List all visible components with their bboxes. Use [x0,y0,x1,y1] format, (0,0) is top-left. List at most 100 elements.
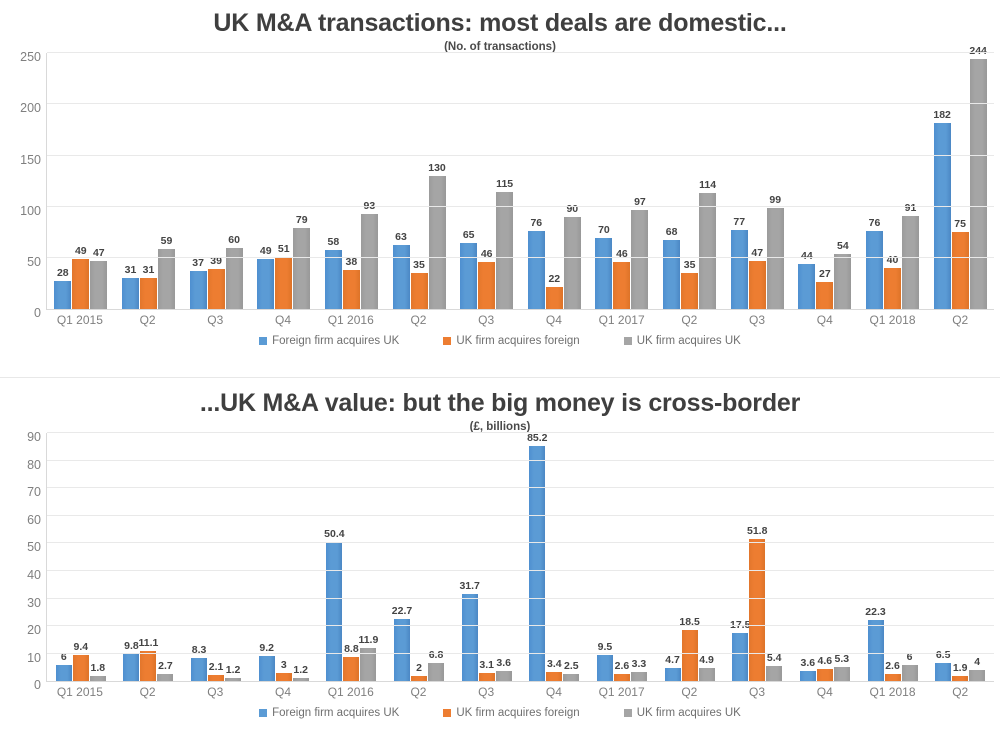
bar-uk-firm-acquires-foreign[interactable]: 35 [681,259,699,310]
bar-uk-firm-acquires-uk[interactable]: 90 [563,203,581,310]
bar-foreign-firm-acquires-uk[interactable]: 58 [324,236,342,310]
y-axis-tick-top: 50 [27,255,41,270]
bar-uk-firm-acquires-uk[interactable]: 3.6 [495,657,512,682]
bar-uk-firm-acquires-uk[interactable]: 3.3 [630,658,647,682]
legend-item[interactable]: UK firm acquires UK [623,335,741,347]
legend-item[interactable]: UK firm acquires foreign [443,707,580,719]
bar-foreign-firm-acquires-uk[interactable]: 70 [595,224,613,310]
bar-uk-firm-acquires-foreign[interactable]: 8.8 [343,643,360,682]
bar-uk-firm-acquires-uk[interactable]: 4.9 [698,654,715,682]
bar-value-label: 22 [548,272,561,285]
bar-foreign-firm-acquires-uk[interactable]: 44 [798,250,816,310]
bar-uk-firm-acquires-foreign[interactable]: 46 [613,248,631,310]
x-axis-tick: Q4 [816,685,833,700]
bar-uk-firm-acquires-foreign[interactable]: 46 [478,248,496,310]
bar-foreign-firm-acquires-uk[interactable]: 31.7 [459,580,480,682]
bar-uk-firm-acquires-uk[interactable]: 1.8 [89,662,106,682]
bar-uk-firm-acquires-uk[interactable]: 4 [969,656,986,682]
bar-uk-firm-acquires-foreign[interactable]: 18.5 [679,616,700,682]
bar-uk-firm-acquires-foreign[interactable]: 3.4 [546,658,563,682]
bar-foreign-firm-acquires-uk[interactable]: 31 [121,264,139,310]
bar-uk-firm-acquires-foreign[interactable]: 40 [884,254,901,310]
bar-foreign-firm-acquires-uk[interactable]: 63 [392,231,410,310]
bar-foreign-firm-acquires-uk[interactable]: 8.3 [191,644,208,682]
bar-uk-firm-acquires-foreign[interactable]: 4.6 [816,655,833,682]
bar-foreign-firm-acquires-uk[interactable]: 50.4 [324,528,345,682]
bar-foreign-firm-acquires-uk[interactable]: 37 [189,257,207,310]
bar-foreign-firm-acquires-uk[interactable]: 3.6 [799,657,816,682]
legend-item[interactable]: Foreign firm acquires UK [259,335,399,347]
bar-uk-firm-acquires-uk[interactable]: 91 [902,202,919,310]
legend-swatch-icon [623,337,632,346]
bar-uk-firm-acquires-uk[interactable]: 6 [901,651,918,682]
bar-uk-firm-acquires-uk[interactable]: 54 [834,240,852,310]
bar-uk-firm-acquires-uk[interactable]: 6.8 [428,649,445,682]
bar-uk-firm-acquires-uk[interactable]: 1.2 [225,664,242,682]
bar-uk-firm-acquires-foreign[interactable]: 2.6 [884,660,901,682]
bar-uk-firm-acquires-foreign[interactable]: 9.4 [72,641,89,682]
bar-group: 9.2 3 1.2 [250,433,318,682]
bar-uk-firm-acquires-uk[interactable]: 1.2 [292,664,309,682]
bar-value-label: 6 [906,650,913,663]
bar-uk-firm-acquires-foreign[interactable]: 1.9 [952,662,969,682]
bar-uk-firm-acquires-uk[interactable]: 79 [293,214,311,310]
bar-foreign-firm-acquires-uk[interactable]: 65 [460,229,478,310]
bar-uk-firm-acquires-foreign[interactable]: 2 [411,662,428,682]
bar-uk-firm-acquires-uk[interactable]: 2.5 [563,660,580,682]
bar-foreign-firm-acquires-uk[interactable]: 77 [730,216,748,310]
bar-uk-firm-acquires-uk[interactable]: 99 [766,194,784,310]
bar-foreign-firm-acquires-uk[interactable]: 49 [257,245,275,310]
bar-foreign-firm-acquires-uk[interactable]: 9.2 [258,642,275,682]
bar-uk-firm-acquires-foreign[interactable]: 3 [275,659,292,682]
bar-uk-firm-acquires-foreign[interactable]: 51 [275,243,293,310]
bar-uk-firm-acquires-uk[interactable]: 2.7 [157,660,174,682]
bar-uk-firm-acquires-foreign[interactable]: 38 [342,256,360,310]
gridline [47,52,994,54]
bar-foreign-firm-acquires-uk[interactable]: 22.3 [865,606,886,682]
bar-uk-firm-acquires-uk[interactable]: 97 [631,196,649,310]
bar-uk-firm-acquires-foreign[interactable]: 11.1 [139,637,158,682]
bar-uk-firm-acquires-foreign[interactable]: 39 [207,255,225,310]
bar-uk-firm-acquires-uk[interactable]: 93 [360,200,378,310]
bar-uk-firm-acquires-uk[interactable]: 11.9 [358,634,378,682]
bar-uk-firm-acquires-foreign[interactable]: 49 [72,245,90,310]
bar-uk-firm-acquires-foreign[interactable]: 22 [545,273,563,310]
bar-foreign-firm-acquires-uk[interactable]: 28 [54,267,72,310]
bar-foreign-firm-acquires-uk[interactable]: 85.2 [527,432,548,682]
bar-value-label: 2.6 [885,660,900,673]
bar-uk-firm-acquires-foreign[interactable]: 3.1 [478,659,495,682]
bar-uk-firm-acquires-uk[interactable]: 244 [969,45,987,310]
bar-uk-firm-acquires-uk[interactable]: 47 [90,247,108,310]
bar-uk-firm-acquires-uk[interactable]: 114 [699,179,717,310]
bar-uk-firm-acquires-foreign[interactable]: 27 [816,268,834,310]
bar-uk-firm-acquires-foreign[interactable]: 75 [951,218,969,310]
legend-label: UK firm acquires foreign [456,335,580,348]
bar-foreign-firm-acquires-uk[interactable]: 17.5 [730,619,750,682]
bar-foreign-firm-acquires-uk[interactable]: 22.7 [392,605,412,682]
bar-uk-firm-acquires-foreign[interactable]: 35 [410,259,428,310]
bar-foreign-firm-acquires-uk[interactable]: 6 [55,651,72,682]
bar-uk-firm-acquires-foreign[interactable]: 2.1 [208,661,225,682]
legend-item[interactable]: Foreign firm acquires UK [259,707,399,719]
bar-uk-firm-acquires-foreign[interactable]: 31 [139,264,157,310]
legend-item[interactable]: UK firm acquires foreign [443,335,580,348]
bar-foreign-firm-acquires-uk[interactable]: 76 [866,217,883,310]
bar-foreign-firm-acquires-uk[interactable]: 9.8 [123,640,140,682]
bar-uk-firm-acquires-uk[interactable]: 60 [225,234,243,310]
bar-uk-firm-acquires-foreign[interactable]: 47 [748,247,766,310]
legend-item[interactable]: UK firm acquires UK [623,707,741,719]
bar-foreign-firm-acquires-uk[interactable]: 6.5 [935,649,952,682]
bar-foreign-firm-acquires-uk[interactable]: 68 [663,226,681,310]
bar-uk-firm-acquires-foreign[interactable]: 51.8 [747,525,767,682]
bar-foreign-firm-acquires-uk[interactable]: 4.7 [664,654,681,682]
bar-uk-firm-acquires-uk[interactable]: 59 [157,235,175,310]
bar-uk-firm-acquires-uk[interactable]: 5.3 [833,653,850,682]
bar-uk-firm-acquires-uk[interactable]: 115 [496,178,514,310]
bar-foreign-firm-acquires-uk[interactable]: 9.5 [596,641,613,682]
bar-foreign-firm-acquires-uk[interactable]: 76 [527,217,545,310]
bar-uk-firm-acquires-foreign[interactable]: 2.6 [613,660,630,682]
bar-uk-firm-acquires-uk[interactable]: 130 [428,162,446,310]
gridline [47,103,994,105]
bar-uk-firm-acquires-uk[interactable]: 5.4 [766,652,783,682]
bar-foreign-firm-acquires-uk[interactable]: 182 [933,109,951,310]
